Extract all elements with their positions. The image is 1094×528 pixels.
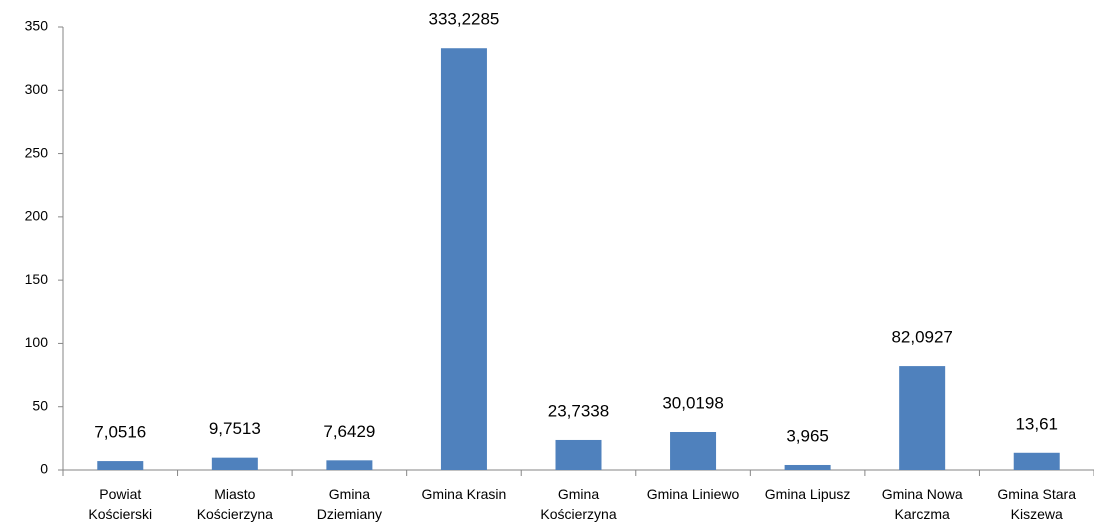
- bar: [97, 461, 144, 470]
- value-label: 3,965: [786, 426, 829, 445]
- x-tick-label: Gmina Krasin: [421, 486, 507, 502]
- bar: [555, 439, 602, 470]
- value-label: 30,0198: [662, 393, 723, 412]
- value-label: 7,6429: [323, 422, 375, 441]
- bar: [211, 457, 258, 470]
- bar: [670, 432, 717, 470]
- x-tick-label: Miasto Kościerzyna: [196, 486, 273, 522]
- y-tick-label: 350: [25, 18, 49, 34]
- x-tick-label: Gmina Dziemiany: [316, 486, 383, 522]
- y-tick-label: 50: [32, 397, 48, 413]
- bar: [784, 464, 831, 470]
- x-tick-label: Gmina Liniewo: [646, 486, 740, 502]
- x-tick-label: Gmina Stara Kiszewa: [997, 486, 1076, 522]
- y-tick-label: 300: [25, 81, 49, 97]
- x-tick-label: Gmina Lipusz: [764, 486, 851, 502]
- bar: [326, 460, 373, 470]
- bar: [440, 48, 487, 470]
- bar: [1013, 452, 1060, 470]
- x-tick-label: Gmina Kościerzyna: [540, 486, 617, 522]
- bar: [899, 366, 946, 470]
- y-tick-label: 200: [25, 208, 49, 224]
- value-label: 333,2285: [428, 10, 499, 29]
- x-tick-label: Powiat Kościerski: [88, 486, 153, 522]
- y-tick-label: 0: [40, 461, 48, 477]
- x-tick-label: Gmina Nowa Karczma: [881, 486, 963, 522]
- value-label: 9,7513: [209, 419, 261, 438]
- y-tick-label: 100: [25, 334, 49, 350]
- value-label: 82,0927: [891, 328, 952, 347]
- value-label: 7,0516: [94, 423, 146, 442]
- value-label: 13,61: [1015, 414, 1058, 433]
- y-tick-label: 150: [25, 271, 49, 287]
- y-tick-label: 250: [25, 144, 49, 160]
- value-label: 23,7338: [548, 401, 609, 420]
